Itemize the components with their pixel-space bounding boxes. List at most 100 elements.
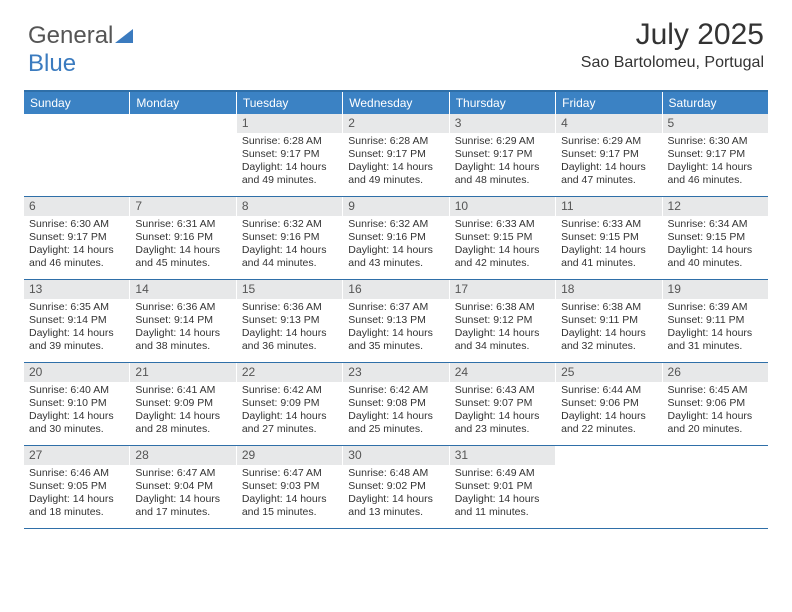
sunset-text: Sunset: 9:14 PM [29,314,124,327]
day-details: Sunrise: 6:29 AMSunset: 9:17 PMDaylight:… [556,133,661,192]
calendar-day: 2Sunrise: 6:28 AMSunset: 9:17 PMDaylight… [343,114,449,196]
day-details: Sunrise: 6:38 AMSunset: 9:11 PMDaylight:… [556,299,661,358]
calendar-day: 10Sunrise: 6:33 AMSunset: 9:15 PMDayligh… [450,197,556,279]
day-number: 7 [130,197,235,216]
day-details: Sunrise: 6:45 AMSunset: 9:06 PMDaylight:… [663,382,768,441]
brand-part2: Blue [28,50,76,77]
day-number: 21 [130,363,235,382]
sunrise-text: Sunrise: 6:45 AM [668,384,763,397]
day-number: 8 [237,197,342,216]
day-number: 5 [663,114,768,133]
daylight-text: Daylight: 14 hours and 39 minutes. [29,327,124,353]
sunset-text: Sunset: 9:09 PM [242,397,337,410]
sunset-text: Sunset: 9:02 PM [348,480,443,493]
day-details: Sunrise: 6:36 AMSunset: 9:14 PMDaylight:… [130,299,235,358]
weekday-header: Tuesday [237,92,343,114]
weekday-header: Friday [556,92,662,114]
calendar-day: 14Sunrise: 6:36 AMSunset: 9:14 PMDayligh… [130,280,236,362]
weekday-header-row: SundayMondayTuesdayWednesdayThursdayFrid… [24,92,768,114]
day-details: Sunrise: 6:43 AMSunset: 9:07 PMDaylight:… [450,382,555,441]
calendar-day: 19Sunrise: 6:39 AMSunset: 9:11 PMDayligh… [663,280,768,362]
sunset-text: Sunset: 9:16 PM [242,231,337,244]
calendar-day: 18Sunrise: 6:38 AMSunset: 9:11 PMDayligh… [556,280,662,362]
day-details: Sunrise: 6:35 AMSunset: 9:14 PMDaylight:… [24,299,129,358]
weekday-header: Sunday [24,92,130,114]
daylight-text: Daylight: 14 hours and 36 minutes. [242,327,337,353]
daylight-text: Daylight: 14 hours and 28 minutes. [135,410,230,436]
calendar-day: 5Sunrise: 6:30 AMSunset: 9:17 PMDaylight… [663,114,768,196]
day-details: Sunrise: 6:39 AMSunset: 9:11 PMDaylight:… [663,299,768,358]
sunrise-text: Sunrise: 6:47 AM [135,467,230,480]
day-details: Sunrise: 6:40 AMSunset: 9:10 PMDaylight:… [24,382,129,441]
day-number: 31 [450,446,555,465]
sunrise-text: Sunrise: 6:33 AM [455,218,550,231]
day-number [556,446,661,465]
calendar-day: 26Sunrise: 6:45 AMSunset: 9:06 PMDayligh… [663,363,768,445]
sunrise-text: Sunrise: 6:43 AM [455,384,550,397]
daylight-text: Daylight: 14 hours and 48 minutes. [455,161,550,187]
day-details: Sunrise: 6:28 AMSunset: 9:17 PMDaylight:… [343,133,448,192]
day-number: 22 [237,363,342,382]
sunrise-text: Sunrise: 6:36 AM [242,301,337,314]
day-number [130,114,235,133]
brand-logo: General Blue [28,22,133,78]
daylight-text: Daylight: 14 hours and 46 minutes. [29,244,124,270]
day-details: Sunrise: 6:28 AMSunset: 9:17 PMDaylight:… [237,133,342,192]
day-details: Sunrise: 6:33 AMSunset: 9:15 PMDaylight:… [450,216,555,275]
daylight-text: Daylight: 14 hours and 35 minutes. [348,327,443,353]
daylight-text: Daylight: 14 hours and 23 minutes. [455,410,550,436]
sunset-text: Sunset: 9:15 PM [455,231,550,244]
sunset-text: Sunset: 9:13 PM [348,314,443,327]
triangle-icon [115,29,133,43]
calendar-day: 30Sunrise: 6:48 AMSunset: 9:02 PMDayligh… [343,446,449,528]
daylight-text: Daylight: 14 hours and 18 minutes. [29,493,124,519]
daylight-text: Daylight: 14 hours and 13 minutes. [348,493,443,519]
day-number: 16 [343,280,448,299]
day-details: Sunrise: 6:46 AMSunset: 9:05 PMDaylight:… [24,465,129,524]
sunrise-text: Sunrise: 6:40 AM [29,384,124,397]
sunset-text: Sunset: 9:07 PM [455,397,550,410]
calendar-day: 22Sunrise: 6:42 AMSunset: 9:09 PMDayligh… [237,363,343,445]
sunrise-text: Sunrise: 6:30 AM [29,218,124,231]
sunset-text: Sunset: 9:15 PM [561,231,656,244]
sunset-text: Sunset: 9:04 PM [135,480,230,493]
sunset-text: Sunset: 9:13 PM [242,314,337,327]
sunrise-text: Sunrise: 6:47 AM [242,467,337,480]
sunrise-text: Sunrise: 6:41 AM [135,384,230,397]
day-details: Sunrise: 6:47 AMSunset: 9:04 PMDaylight:… [130,465,235,524]
brand-part1: General [28,22,113,49]
calendar-day [556,446,662,528]
calendar-day: 27Sunrise: 6:46 AMSunset: 9:05 PMDayligh… [24,446,130,528]
sunrise-text: Sunrise: 6:35 AM [29,301,124,314]
sunrise-text: Sunrise: 6:37 AM [348,301,443,314]
day-details: Sunrise: 6:37 AMSunset: 9:13 PMDaylight:… [343,299,448,358]
sunset-text: Sunset: 9:16 PM [135,231,230,244]
calendar-day: 23Sunrise: 6:42 AMSunset: 9:08 PMDayligh… [343,363,449,445]
day-number: 12 [663,197,768,216]
daylight-text: Daylight: 14 hours and 49 minutes. [348,161,443,187]
day-details: Sunrise: 6:34 AMSunset: 9:15 PMDaylight:… [663,216,768,275]
day-details: Sunrise: 6:32 AMSunset: 9:16 PMDaylight:… [237,216,342,275]
day-number: 3 [450,114,555,133]
day-number: 19 [663,280,768,299]
page-title: July 2025 [28,18,764,52]
sunset-text: Sunset: 9:05 PM [29,480,124,493]
day-number: 26 [663,363,768,382]
sunset-text: Sunset: 9:06 PM [668,397,763,410]
sunset-text: Sunset: 9:17 PM [348,148,443,161]
day-number: 30 [343,446,448,465]
day-details: Sunrise: 6:38 AMSunset: 9:12 PMDaylight:… [450,299,555,358]
daylight-text: Daylight: 14 hours and 41 minutes. [561,244,656,270]
calendar-day: 13Sunrise: 6:35 AMSunset: 9:14 PMDayligh… [24,280,130,362]
calendar-day: 24Sunrise: 6:43 AMSunset: 9:07 PMDayligh… [450,363,556,445]
calendar-day: 31Sunrise: 6:49 AMSunset: 9:01 PMDayligh… [450,446,556,528]
weekday-header: Thursday [450,92,556,114]
sunset-text: Sunset: 9:10 PM [29,397,124,410]
sunrise-text: Sunrise: 6:34 AM [668,218,763,231]
calendar-day: 17Sunrise: 6:38 AMSunset: 9:12 PMDayligh… [450,280,556,362]
calendar-day [130,114,236,196]
day-details: Sunrise: 6:47 AMSunset: 9:03 PMDaylight:… [237,465,342,524]
weekday-header: Saturday [663,92,768,114]
calendar-week: 20Sunrise: 6:40 AMSunset: 9:10 PMDayligh… [24,363,768,446]
calendar-day: 28Sunrise: 6:47 AMSunset: 9:04 PMDayligh… [130,446,236,528]
